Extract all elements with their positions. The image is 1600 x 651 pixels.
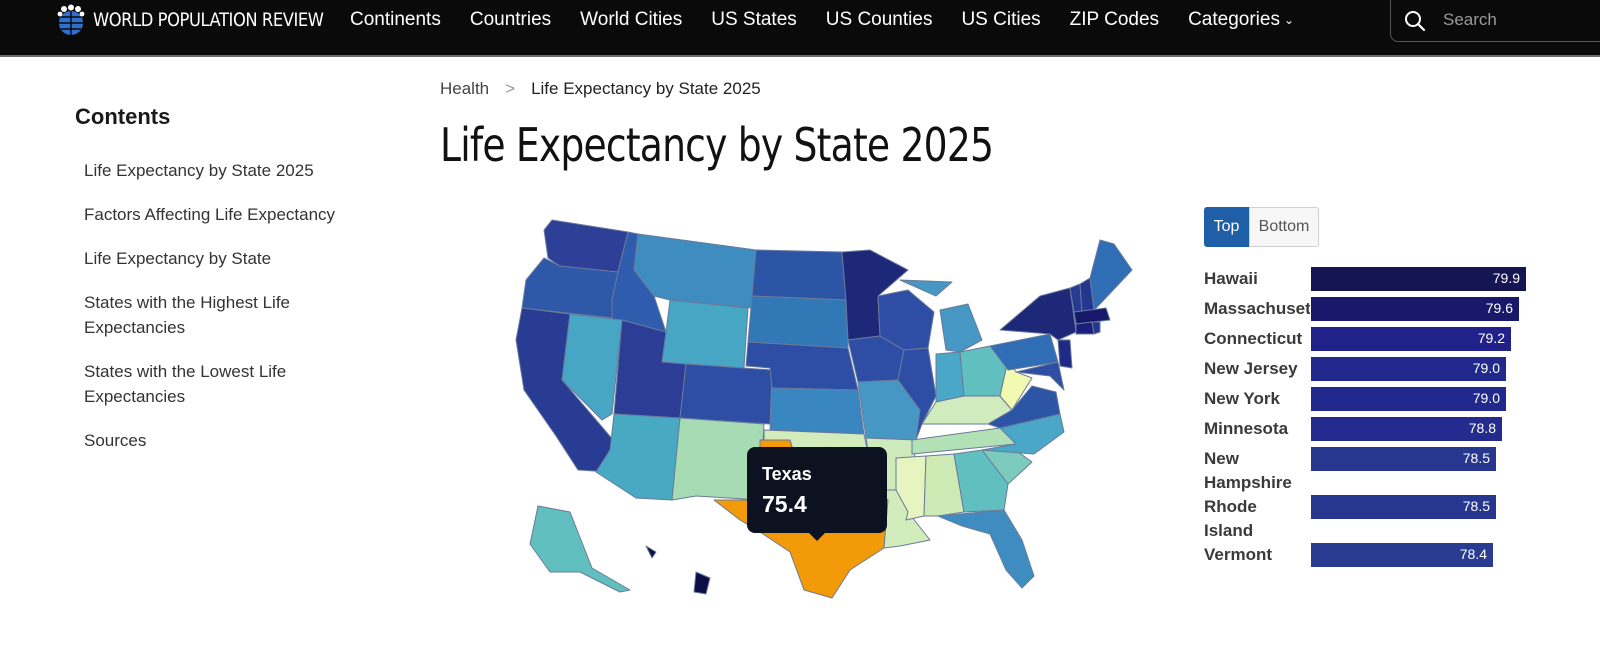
rank-state-label: Connecticut [1204, 329, 1303, 348]
rank-bar[interactable]: 78.5 [1311, 495, 1496, 519]
rank-bar[interactable]: 79.9 [1311, 267, 1526, 291]
search-icon[interactable] [1403, 9, 1427, 33]
state-indiana [935, 351, 965, 403]
state-kansas [769, 387, 865, 435]
nav-us-counties[interactable]: US Counties [825, 9, 933, 30]
state-maryland [1015, 361, 1065, 391]
state-hawaii [645, 545, 711, 595]
search-box[interactable] [1390, 0, 1600, 42]
rank-bar[interactable]: 78.4 [1311, 543, 1493, 567]
nav-continents[interactable]: Continents [350, 9, 441, 30]
state-arizona [595, 413, 681, 501]
contents-heading: Contents [75, 104, 171, 129]
state-massachusetts [1073, 307, 1111, 325]
rank-bar[interactable]: 79.0 [1311, 387, 1506, 411]
rank-bar[interactable]: 79.6 [1311, 297, 1519, 321]
rank-bar[interactable]: 79.2 [1311, 327, 1511, 351]
rank-value-label: 79.0 [1472, 360, 1500, 376]
toc-item[interactable]: Factors Affecting Life Expectancy [84, 205, 336, 224]
rank-value-label: 79.2 [1477, 330, 1505, 346]
state-north-dakota [751, 249, 847, 301]
nav-zip-codes[interactable]: ZIP Codes [1069, 9, 1160, 30]
state-maine [1089, 239, 1133, 311]
rank-value-label: 79.6 [1485, 300, 1513, 316]
breadcrumb-separator: > [505, 79, 516, 98]
tooltip-state-value: 75.4 [762, 491, 807, 517]
rank-value-label: 79.9 [1492, 270, 1520, 286]
rank-value-label: 78.4 [1459, 546, 1487, 562]
nav-world-cities[interactable]: World Cities [580, 9, 683, 30]
toc-item[interactable]: Life Expectancy by State 2025 [84, 161, 314, 180]
nav-categories[interactable]: Categories ⌄ [1188, 9, 1294, 31]
nav-categories-label: Categories [1188, 9, 1280, 30]
rank-bar[interactable]: 78.5 [1311, 447, 1496, 471]
toc-item[interactable]: States with the Highest Life Expectancie… [84, 293, 291, 337]
rank-bar[interactable]: 78.8 [1311, 417, 1502, 441]
state-rhode-island [1091, 321, 1101, 335]
nav-us-states[interactable]: US States [711, 9, 797, 30]
toc-item[interactable]: Life Expectancy by State [84, 249, 272, 268]
state-nevada [561, 313, 623, 421]
state-new-york [999, 287, 1077, 341]
chevron-down-icon: ⌄ [1283, 13, 1295, 27]
globe-people-icon [57, 4, 85, 35]
breadcrumb: Health > Life Expectancy by State 2025 [440, 79, 761, 99]
state-florida [937, 509, 1035, 589]
state-connecticut [1075, 321, 1095, 335]
state-alabama [923, 453, 965, 517]
state-wyoming [661, 299, 749, 369]
state-south-dakota [747, 295, 849, 349]
rank-value-label: 78.5 [1462, 450, 1490, 466]
state-michigan [899, 279, 983, 353]
page-title: Life Expectancy by State 2025 [440, 118, 994, 172]
toc-item[interactable]: States with the Lowest Life Expectancies [84, 362, 287, 406]
state-illinois [897, 347, 937, 441]
top-navigation-bar: WORLD POPULATION REVIEW Continents Count… [0, 0, 1600, 57]
rank-state-label: New Hampshire [1204, 449, 1292, 492]
rank-value-label: 78.5 [1462, 498, 1490, 514]
nav-countries[interactable]: Countries [469, 9, 552, 30]
state-new-mexico [671, 417, 765, 501]
rank-state-label: New Jersey [1204, 359, 1298, 378]
search-input[interactable] [1443, 8, 1600, 32]
breadcrumb-health-link[interactable]: Health [440, 79, 490, 98]
rank-value-label: 78.8 [1468, 420, 1496, 436]
brand-logo-link[interactable]: WORLD POPULATION REVIEW [55, 4, 361, 36]
rank-state-label: Rhode Island [1204, 497, 1257, 540]
state-new-jersey [1057, 339, 1073, 369]
main-nav: Continents Countries World Cities US Sta… [350, 0, 1323, 40]
state-colorado [679, 363, 773, 425]
rank-state-label: Hawaii [1204, 269, 1258, 288]
us-life-expectancy-map[interactable] [460, 200, 1160, 620]
top-button[interactable]: Top [1204, 207, 1249, 247]
breadcrumb-current: Life Expectancy by State 2025 [531, 79, 761, 98]
rank-state-label: Massachuset [1204, 299, 1310, 318]
top-bottom-toggle: Top Bottom [1204, 207, 1319, 247]
nav-us-cities[interactable]: US Cities [961, 9, 1041, 30]
bottom-button[interactable]: Bottom [1249, 207, 1319, 247]
toc-item[interactable]: Sources [84, 431, 147, 450]
rank-state-label: Minnesota [1204, 419, 1289, 438]
brand-name: WORLD POPULATION REVIEW [93, 9, 324, 31]
tooltip-state-name: Texas [762, 464, 812, 484]
rank-state-label: New York [1204, 389, 1280, 408]
rank-state-label: Vermont [1204, 545, 1273, 564]
map-tooltip: Texas 75.4 [747, 447, 887, 541]
ranking-bar-chart: Hawaii 79.9 Massachuset 79.6 Connecticut 79.2… [1204, 267, 1544, 577]
table-of-contents: Life Expectancy by State 2025 Factors Af… [84, 158, 384, 472]
rank-value-label: 79.0 [1472, 390, 1500, 406]
state-georgia [953, 449, 1009, 513]
rank-bar[interactable]: 79.0 [1311, 357, 1506, 381]
state-alaska [529, 505, 631, 593]
